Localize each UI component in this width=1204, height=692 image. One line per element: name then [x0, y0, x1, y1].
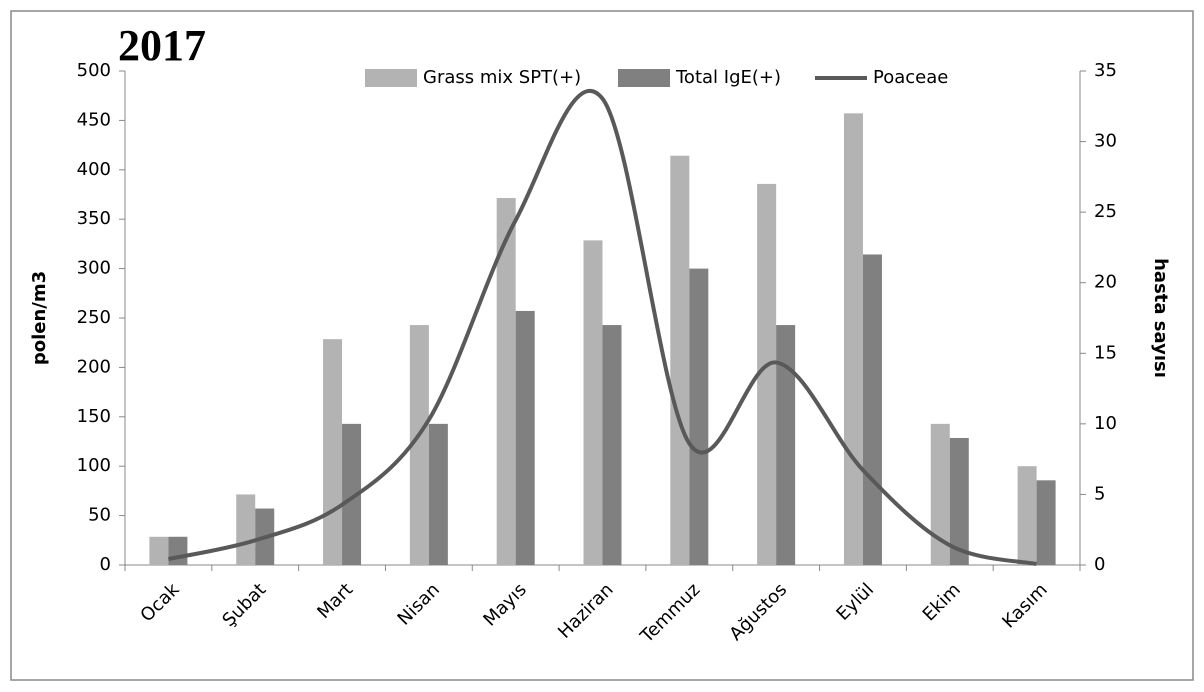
bar	[409, 325, 429, 565]
y-tick-label: 100	[77, 455, 111, 476]
bar	[670, 155, 690, 565]
bar	[776, 325, 796, 565]
legend-swatch	[365, 69, 417, 87]
bar	[323, 339, 343, 565]
x-tick-label: Nisan	[394, 579, 444, 629]
y2-tick-label: 5	[1094, 483, 1105, 504]
bar	[1036, 480, 1056, 565]
y2-tick-label: 20	[1094, 272, 1117, 293]
bar	[930, 423, 950, 565]
y-tick-label: 50	[88, 505, 111, 526]
bar	[168, 536, 188, 565]
x-tick-label: Haziran	[554, 579, 618, 643]
y2-tick-label: 10	[1094, 413, 1117, 434]
legend-label: Poaceae	[873, 67, 948, 88]
y2-tick-label: 0	[1094, 554, 1105, 575]
bar	[342, 423, 362, 565]
bar	[149, 536, 169, 565]
y2-axis-label: hasta sayısı	[1150, 258, 1171, 378]
y2-tick-label: 25	[1094, 201, 1117, 222]
bar	[236, 494, 256, 565]
y-tick-label: 300	[77, 258, 111, 279]
x-tick-label: Şubat	[218, 579, 270, 631]
bar	[515, 310, 535, 565]
x-tick-label: Ağustos	[725, 579, 791, 645]
x-tick-label: Ocak	[136, 579, 183, 626]
bar	[949, 437, 969, 565]
y-tick-label: 350	[77, 208, 111, 229]
y-axis-label: polen/m3	[29, 271, 50, 365]
y-tick-label: 0	[100, 554, 111, 575]
legend-label: Total IgE(+)	[675, 67, 781, 88]
bar	[583, 240, 603, 565]
y-tick-label: 450	[77, 109, 111, 130]
y2-tick-label: 35	[1094, 60, 1117, 81]
x-tick-label: Kasım	[998, 579, 1051, 632]
x-tick-label: Ekim	[919, 579, 965, 625]
chart-title: 2017	[118, 21, 206, 70]
x-tick-label: Eylül	[832, 579, 878, 625]
bar	[689, 268, 709, 565]
y2-tick-label: 15	[1094, 342, 1117, 363]
bar	[428, 423, 448, 565]
y-tick-label: 400	[77, 159, 111, 180]
bar	[1017, 466, 1037, 565]
x-tick-label: Mart	[313, 579, 357, 623]
y-tick-label: 500	[77, 60, 111, 81]
bar	[496, 198, 516, 565]
y-tick-label: 250	[77, 307, 111, 328]
bar	[843, 113, 863, 565]
bar	[757, 183, 777, 565]
bar	[602, 325, 622, 565]
line	[167, 88, 1038, 566]
y-tick-label: 150	[77, 406, 111, 427]
legend-swatch	[618, 69, 670, 87]
legend-label: Grass mix SPT(+)	[423, 67, 581, 88]
y2-tick-label: 30	[1094, 131, 1117, 152]
bar	[862, 254, 882, 565]
x-tick-label: Mayıs	[479, 579, 530, 630]
y-tick-label: 200	[77, 356, 111, 377]
x-tick-label: Temmuz	[636, 579, 705, 648]
chart-border	[10, 10, 1194, 681]
